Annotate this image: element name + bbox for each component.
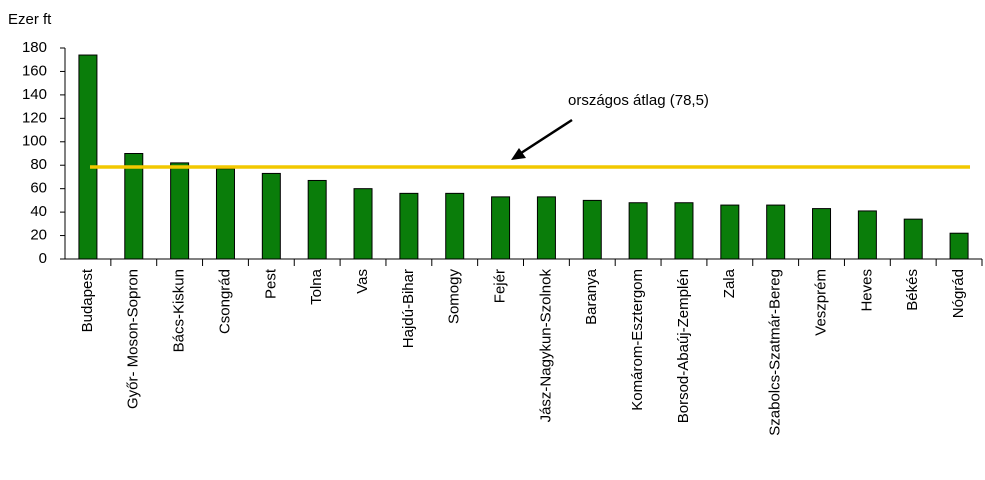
x-tick-label: Bács-Kiskun xyxy=(171,269,188,352)
x-tick-label: Somogy xyxy=(446,269,463,325)
bar xyxy=(78,54,98,260)
x-tick-label: Szabolcs-Szatmár-Bereg xyxy=(767,269,784,436)
annotation-arrow xyxy=(517,118,573,157)
x-tick-label: Nógrád xyxy=(950,269,967,318)
bar xyxy=(628,202,648,260)
y-tick-label: 180 xyxy=(22,39,47,56)
bar xyxy=(445,192,465,260)
x-tick-label: Vas xyxy=(354,269,371,294)
bar xyxy=(491,196,511,260)
x-tick-label: Pest xyxy=(262,268,279,299)
bar xyxy=(307,179,327,260)
x-tick-label: Komárom-Esztergom xyxy=(629,269,646,411)
x-tick-label: Békés xyxy=(904,269,921,311)
bar xyxy=(536,196,556,260)
bar xyxy=(857,210,877,260)
bar xyxy=(399,192,419,260)
bar xyxy=(215,168,235,260)
x-tick-label: Hajdú-Bihar xyxy=(400,269,417,348)
x-tick-label: Baranya xyxy=(583,268,600,325)
x-tick-label: Veszprém xyxy=(812,269,829,336)
bar xyxy=(903,218,923,260)
y-tick-label: 160 xyxy=(22,62,47,79)
y-tick-label: 120 xyxy=(22,109,47,126)
y-tick-label: 20 xyxy=(30,227,47,244)
y-tick-label: 80 xyxy=(30,156,47,173)
bar xyxy=(812,208,832,260)
x-tick-label: Heves xyxy=(858,269,875,312)
arrow-head xyxy=(511,148,526,160)
bar xyxy=(353,188,373,260)
y-tick-label: 100 xyxy=(22,133,47,150)
x-tick-label: Jász-Nagykun-Szolnok xyxy=(537,269,554,423)
bar xyxy=(124,153,144,260)
bar xyxy=(720,204,740,260)
x-tick-label: Borsod-Abaúj-Zemplén xyxy=(675,269,692,423)
y-tick-label: 40 xyxy=(30,203,47,220)
bar xyxy=(261,172,281,260)
bar xyxy=(582,199,602,260)
x-tick-label: Budapest xyxy=(79,268,96,332)
bar xyxy=(949,232,969,260)
x-tick-label: Tolna xyxy=(308,268,325,305)
bar xyxy=(674,202,694,260)
y-tick-label: 60 xyxy=(30,180,47,197)
bar xyxy=(170,162,190,260)
x-tick-label: Zala xyxy=(721,268,738,298)
y-tick-label: 0 xyxy=(39,250,47,267)
y-axis-label: Ezer ft xyxy=(8,11,52,28)
bar xyxy=(766,204,786,260)
x-tick-label: Csongrád xyxy=(216,269,233,334)
y-tick-label: 140 xyxy=(22,86,47,103)
x-tick-label: Győr- Moson-Sopron xyxy=(125,269,142,409)
x-tick-label: Fejér xyxy=(492,269,509,303)
reference-label: országos átlag (78,5) xyxy=(568,92,709,109)
